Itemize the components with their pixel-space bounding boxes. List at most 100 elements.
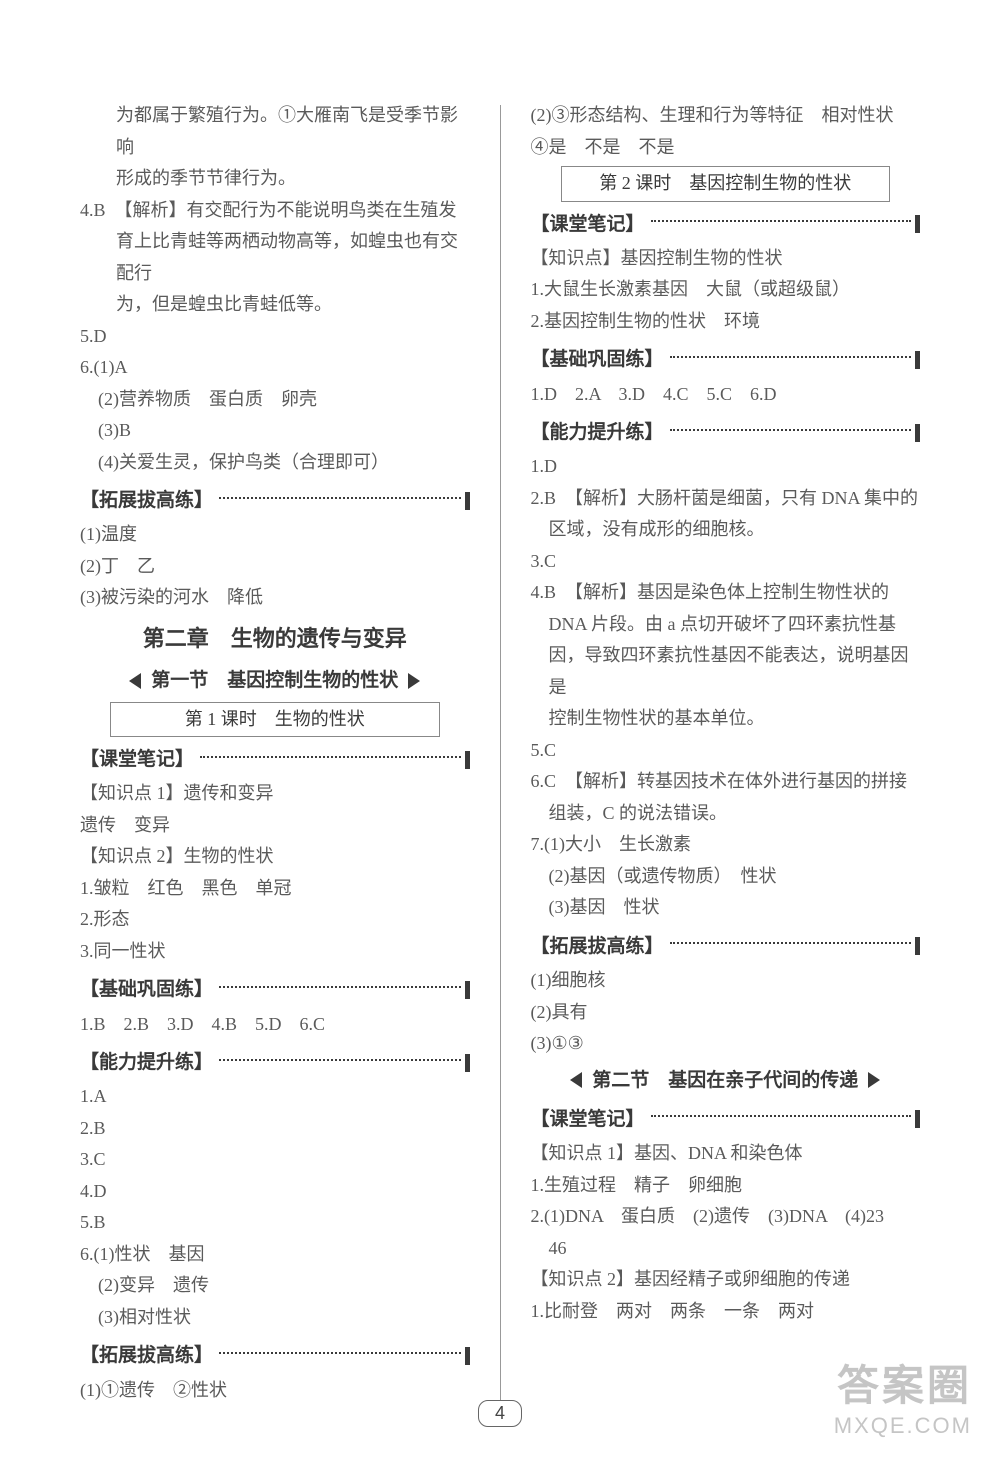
text-line: 【知识点 2】生物的性状 [80, 841, 470, 873]
text-line: 形成的季节节律行为。 [80, 163, 470, 195]
text-line: 组装，C 的说法错误。 [531, 798, 921, 830]
text-line: (2)营养物质 蛋白质 卵壳 [80, 384, 470, 416]
text-line: 1.D 2.A 3.D 4.C 5.C 6.D [531, 379, 921, 411]
text-line: DNA 片段。由 a 点切开破坏了四环素抗性基 [531, 609, 921, 641]
end-bar-icon [465, 981, 470, 999]
section-band: 第二节 基因在亲子代间的传递 [531, 1064, 921, 1097]
watermark-url: MXQE.COM [834, 1413, 972, 1439]
end-bar-icon [465, 751, 470, 769]
section-title: 第一节 基因控制生物的性状 [151, 664, 398, 697]
text-line: 区域，没有成形的细胞核。 [531, 514, 921, 546]
text-line: 1.比耐登 两对 两条 一条 两对 [531, 1296, 921, 1328]
text-line: (2)基因（或遗传物质） 性状 [531, 861, 921, 893]
text-line: (3)被污染的河水 降低 [80, 582, 470, 614]
text-line: 6.(1)A [80, 352, 470, 384]
text-line: 育上比青蛙等两栖动物高等，如蝗虫也有交配行 [80, 226, 470, 289]
section-heading: 【拓展拔高练】 [80, 484, 470, 517]
section-heading: 【能力提升练】 [80, 1046, 470, 1079]
section-heading: 【能力提升练】 [531, 416, 921, 449]
text-line: (2)变异 遗传 [80, 1270, 470, 1302]
text-line: ④是 不是 不是 [531, 132, 921, 164]
text-line: 5.D [80, 321, 470, 353]
section-heading: 【基础巩固练】 [80, 973, 470, 1006]
section-heading: 【拓展拔高练】 [531, 930, 921, 963]
left-column: 为都属于繁殖行为。①大雁南飞是受季节影响 形成的季节节律行为。 4.B 【解析】… [80, 100, 470, 1406]
dotted-line [219, 986, 460, 988]
section-title: 第二节 基因在亲子代间的传递 [592, 1064, 858, 1097]
watermark-text: 答案圈 [834, 1352, 972, 1413]
end-bar-icon [465, 1054, 470, 1072]
text-line: 【知识点 2】基因经精子或卵细胞的传递 [531, 1264, 921, 1296]
watermark: 答案圈 MXQE.COM [834, 1352, 972, 1439]
text-line: (2)丁 乙 [80, 551, 470, 583]
heading-title: 【课堂笔记】 [531, 208, 645, 241]
text-line: 为，但是蝗虫比青蛙低等。 [80, 289, 470, 321]
text-line: 5.B [80, 1207, 470, 1239]
text-line: 1.D [531, 451, 921, 483]
text-line: (1)温度 [80, 519, 470, 551]
text-line: 3.C [531, 546, 921, 578]
dotted-line [651, 220, 911, 222]
dotted-line [219, 1059, 460, 1061]
text-line: 4.B 【解析】有交配行为不能说明鸟类在生殖发 [80, 195, 470, 227]
text-line: 3.C [80, 1144, 470, 1176]
text-line: (1)①遗传 ②性状 [80, 1375, 470, 1407]
dotted-line [219, 1352, 460, 1354]
text-line: (3)相对性状 [80, 1302, 470, 1334]
text-line: (4)关爱生灵，保护鸟类（合理即可） [80, 447, 470, 479]
text-line: 【知识点 1】遗传和变异 [80, 778, 470, 810]
lesson-box: 第 1 课时 生物的性状 [110, 702, 440, 738]
triangle-left-icon [570, 1072, 582, 1088]
dotted-line [200, 756, 460, 758]
text-line: 7.(1)大小 生长激素 [531, 829, 921, 861]
text-line: 1.A [80, 1081, 470, 1113]
dotted-line [670, 356, 911, 358]
text-line: 2.B 【解析】大肠杆菌是细菌，只有 DNA 集中的 [531, 483, 921, 515]
text-line: (2)③形态结构、生理和行为等特征 相对性状 [531, 100, 921, 132]
triangle-right-icon [408, 673, 420, 689]
column-divider [500, 105, 501, 1401]
heading-title: 【能力提升练】 [80, 1046, 213, 1079]
end-bar-icon [915, 937, 920, 955]
section-band: 第一节 基因控制生物的性状 [80, 664, 470, 697]
dotted-line [670, 429, 911, 431]
text-line: 控制生物性状的基本单位。 [531, 703, 921, 735]
text-line: 1.生殖过程 精子 卵细胞 [531, 1170, 921, 1202]
text-line: 2.形态 [80, 904, 470, 936]
heading-title: 【课堂笔记】 [80, 743, 194, 776]
page-number: 4 [478, 1400, 522, 1427]
heading-title: 【课堂笔记】 [531, 1103, 645, 1136]
dotted-line [219, 497, 460, 499]
triangle-right-icon [868, 1072, 880, 1088]
text-line: 为都属于繁殖行为。①大雁南飞是受季节影响 [80, 100, 470, 163]
text-line: 5.C [531, 735, 921, 767]
text-line: (3)①③ [531, 1028, 921, 1060]
heading-title: 【能力提升练】 [531, 416, 664, 449]
end-bar-icon [465, 1347, 470, 1365]
text-line: (3)B [80, 415, 470, 447]
section-heading: 【课堂笔记】 [80, 743, 470, 776]
text-line: 1.大鼠生长激素基因 大鼠（或超级鼠） [531, 274, 921, 306]
text-line: (3)基因 性状 [531, 892, 921, 924]
section-heading: 【课堂笔记】 [531, 1103, 921, 1136]
heading-title: 【拓展拔高练】 [80, 1339, 213, 1372]
text-line: 2.B [80, 1113, 470, 1145]
text-line: 【知识点】基因控制生物的性状 [531, 243, 921, 275]
end-bar-icon [915, 351, 920, 369]
section-heading: 【拓展拔高练】 [80, 1339, 470, 1372]
text-line: 1.B 2.B 3.D 4.B 5.D 6.C [80, 1009, 470, 1041]
chapter-title: 第二章 生物的遗传与变异 [80, 620, 470, 659]
text-line: (2)具有 [531, 997, 921, 1029]
end-bar-icon [915, 215, 920, 233]
text-line: (1)细胞核 [531, 965, 921, 997]
heading-title: 【基础巩固练】 [531, 343, 664, 376]
lesson-box: 第 2 课时 基因控制生物的性状 [561, 166, 891, 202]
text-line: 遗传 变异 [80, 810, 470, 842]
text-line: 1.皱粒 红色 黑色 单冠 [80, 873, 470, 905]
heading-title: 【拓展拔高练】 [80, 484, 213, 517]
text-line: 【知识点 1】基因、DNA 和染色体 [531, 1138, 921, 1170]
triangle-left-icon [129, 673, 141, 689]
text-line: 6.(1)性状 基因 [80, 1239, 470, 1271]
page-content: 为都属于繁殖行为。①大雁南飞是受季节影响 形成的季节节律行为。 4.B 【解析】… [0, 100, 1000, 1406]
text-line: 因，导致四环素抗性基因不能表达，说明基因是 [531, 640, 921, 703]
